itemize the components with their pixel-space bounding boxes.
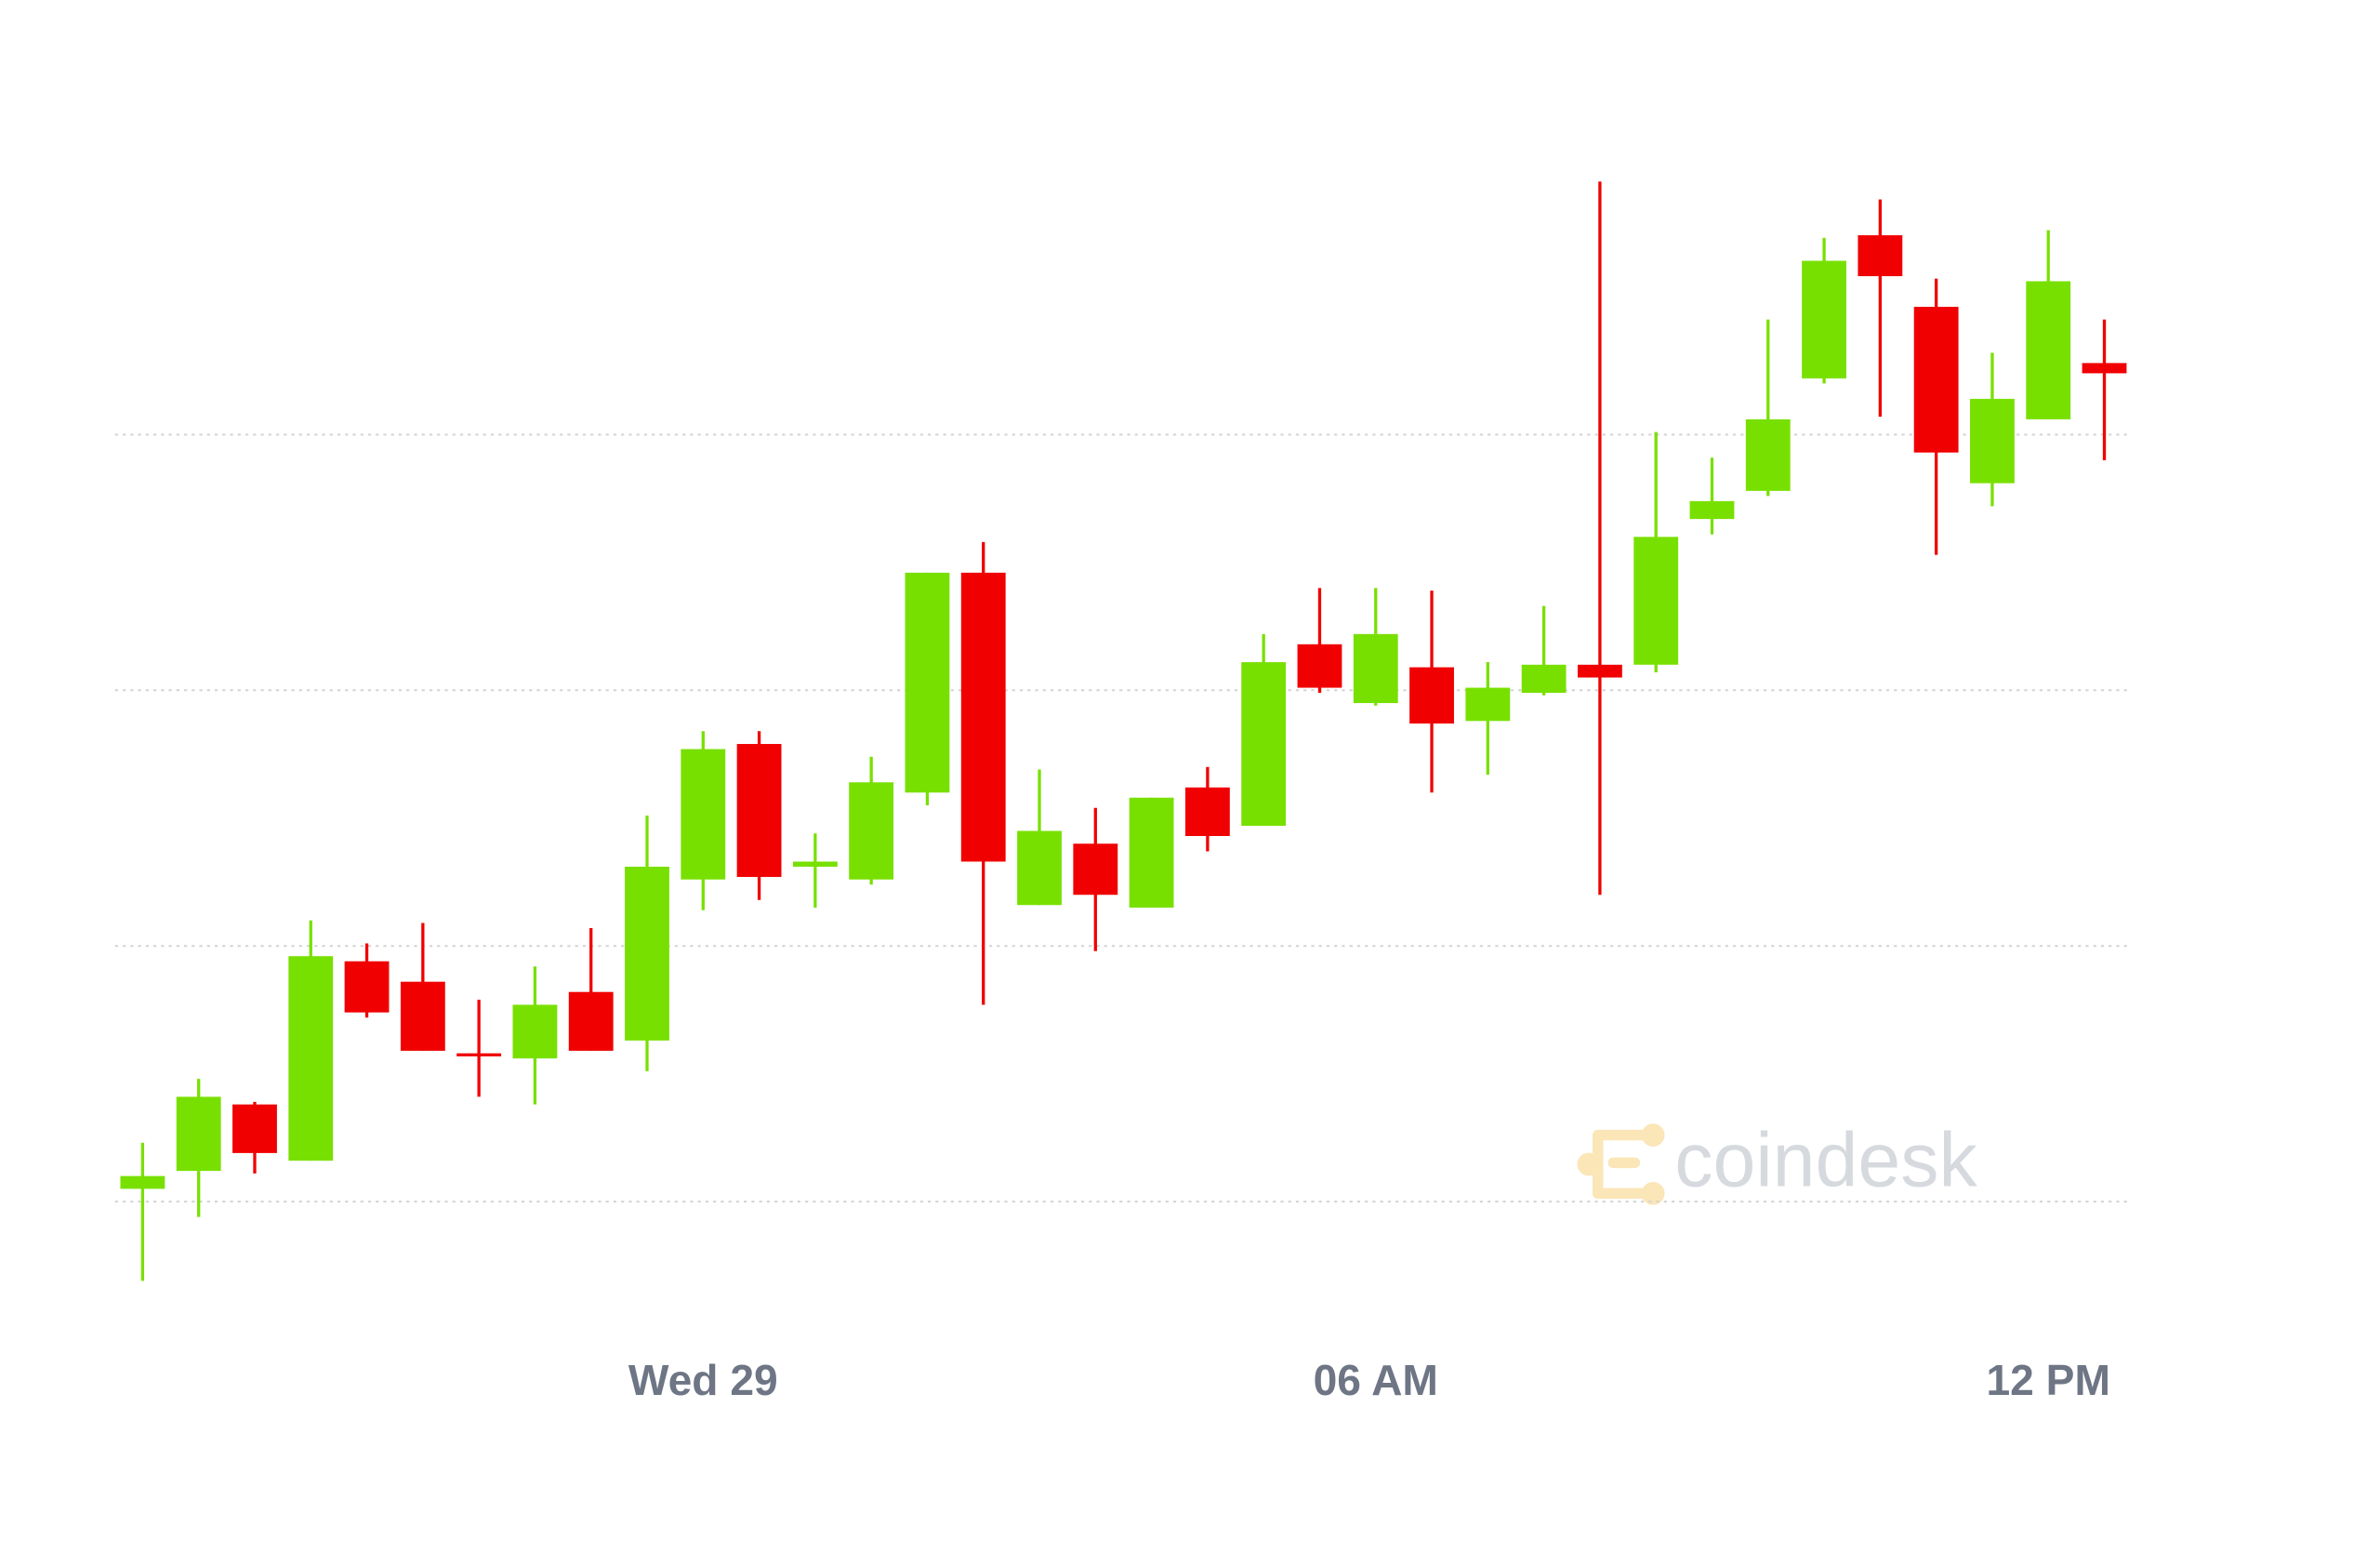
x-tick-label: 06 AM <box>1314 1356 1438 1404</box>
candle-body <box>736 744 782 877</box>
candle-body <box>1465 687 1511 722</box>
candle-body <box>2082 363 2127 374</box>
candle-body <box>1970 398 2015 484</box>
candle-body <box>1521 664 1567 694</box>
candle-body <box>905 572 950 793</box>
candle-body <box>512 1004 558 1059</box>
candle-body <box>400 981 445 1051</box>
candle-body <box>960 572 1006 862</box>
x-tick-label: Wed 29 <box>628 1356 778 1404</box>
candle-body <box>792 861 838 867</box>
candle-body <box>681 749 726 880</box>
x-tick-label: 12 PM <box>1986 1356 2109 1404</box>
candle-body <box>1129 797 1174 908</box>
candle-body <box>1409 667 1454 724</box>
candle-body <box>1689 500 1735 520</box>
candle-body <box>1802 260 1846 378</box>
candle-body <box>568 991 614 1051</box>
candle-body <box>176 1096 221 1172</box>
watermark-logo <box>1577 1123 1665 1205</box>
candle-body <box>1745 418 1791 491</box>
candle-body <box>1241 662 1287 827</box>
watermark: coindesk <box>1674 1117 1977 1202</box>
candle-body <box>625 866 669 1041</box>
candle-body <box>1073 843 1118 896</box>
candle-body <box>1017 830 1062 906</box>
candle-body <box>120 1175 165 1189</box>
candle-body <box>2026 281 2071 419</box>
candle-body <box>1633 537 1679 665</box>
candle-body <box>1913 306 1959 453</box>
candle-body <box>1353 633 1398 704</box>
candle-body <box>344 961 390 1013</box>
candle-body <box>1184 787 1230 836</box>
candle-body <box>849 782 894 880</box>
candle-body <box>288 956 334 1161</box>
candle-body <box>1577 664 1622 678</box>
candle-body <box>232 1104 277 1153</box>
candle-body <box>1858 234 1903 276</box>
candle-body <box>456 1053 502 1056</box>
candle-body <box>1297 644 1342 688</box>
